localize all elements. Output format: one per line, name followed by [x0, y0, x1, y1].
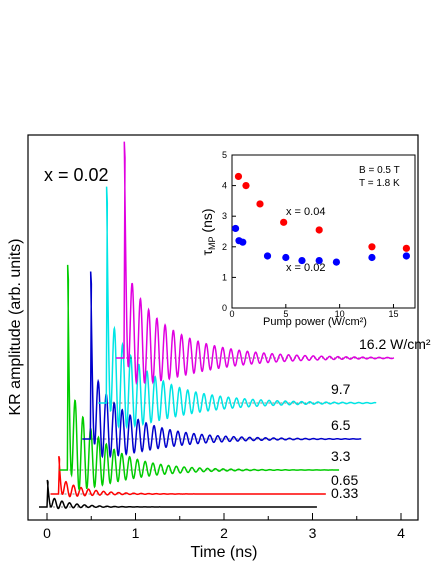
inset-annotation-temperature: T = 1.8 K	[359, 178, 400, 189]
sample-annotation: x = 0.02	[44, 165, 109, 185]
trace-0	[39, 479, 317, 510]
main-x-axis-label: Time (ns)	[191, 544, 258, 561]
inset-point	[234, 172, 243, 181]
trace-4	[98, 186, 377, 430]
main-x-tick-label: 3	[309, 525, 317, 541]
main-x-tick-label: 1	[132, 525, 140, 541]
trace-label: 9.7	[331, 381, 351, 397]
inset-point	[282, 253, 290, 262]
trace-2	[59, 264, 340, 492]
inset-y-tick-label: 4	[222, 181, 227, 191]
inset-x-tick-label: 0	[229, 309, 234, 319]
main-x-tick-label: 4	[397, 525, 405, 541]
trace-3	[82, 271, 362, 459]
trace-1	[50, 456, 326, 498]
inset-series-label-x004: x = 0.04	[286, 206, 325, 218]
inset-y-tick-label: 2	[222, 242, 227, 252]
inset-point	[402, 252, 410, 260]
inset-point	[315, 226, 323, 234]
inset-axis-ticks: 0 5 10 15 0 1 2 3 4 5	[222, 150, 398, 319]
inset-x-tick-label: 10	[335, 309, 345, 319]
inset-y-tick-label: 3	[222, 211, 227, 221]
inset-y-tick-label: 5	[222, 150, 227, 160]
inset-point	[332, 258, 341, 266]
inset-background	[231, 154, 416, 309]
inset-x-tick-label: 15	[388, 309, 398, 319]
inset-annotation-field: B = 0.5 T	[359, 165, 400, 176]
inset-point	[256, 200, 264, 208]
trace-5	[115, 141, 395, 386]
main-plot-frame	[27, 134, 419, 521]
trace-label: 3.3	[331, 448, 351, 464]
inset-y-tick-label: 1	[222, 272, 227, 282]
inset-point	[242, 182, 250, 190]
inset-point	[280, 218, 288, 226]
inset-point	[402, 244, 410, 252]
main-x-tick-label: 2	[220, 525, 228, 541]
trace-label: 6.5	[331, 417, 351, 433]
inset-point	[368, 243, 376, 251]
inset-points	[231, 172, 410, 266]
trace-label: 0.65	[331, 472, 358, 488]
inset-point	[298, 256, 306, 265]
trace-label: 16.2 W/cm²	[359, 336, 431, 352]
inset-point	[368, 253, 376, 262]
inset-series-label-x002: x = 0.02	[286, 262, 325, 274]
inset-y-tick-label: 0	[222, 303, 227, 313]
trace-label: 0.33	[331, 485, 358, 501]
main-traces: 0.330.65 3.3 6.5 9.7 16.2 W/cm²	[39, 141, 431, 510]
inset-point	[315, 256, 323, 265]
inset-x-tick-label: 5	[283, 309, 288, 319]
main-x-tick-label: 0	[43, 525, 51, 541]
inset-x-axis-label: Pump power (W/cm²)	[263, 316, 367, 328]
inset-point	[239, 238, 247, 246]
inset-point	[263, 252, 272, 260]
inset-point	[231, 224, 240, 233]
main-x-axis-ticks: 0 1 2 3 4	[43, 513, 405, 541]
main-y-axis-label: KR amplitude (arb. units)	[7, 239, 24, 416]
